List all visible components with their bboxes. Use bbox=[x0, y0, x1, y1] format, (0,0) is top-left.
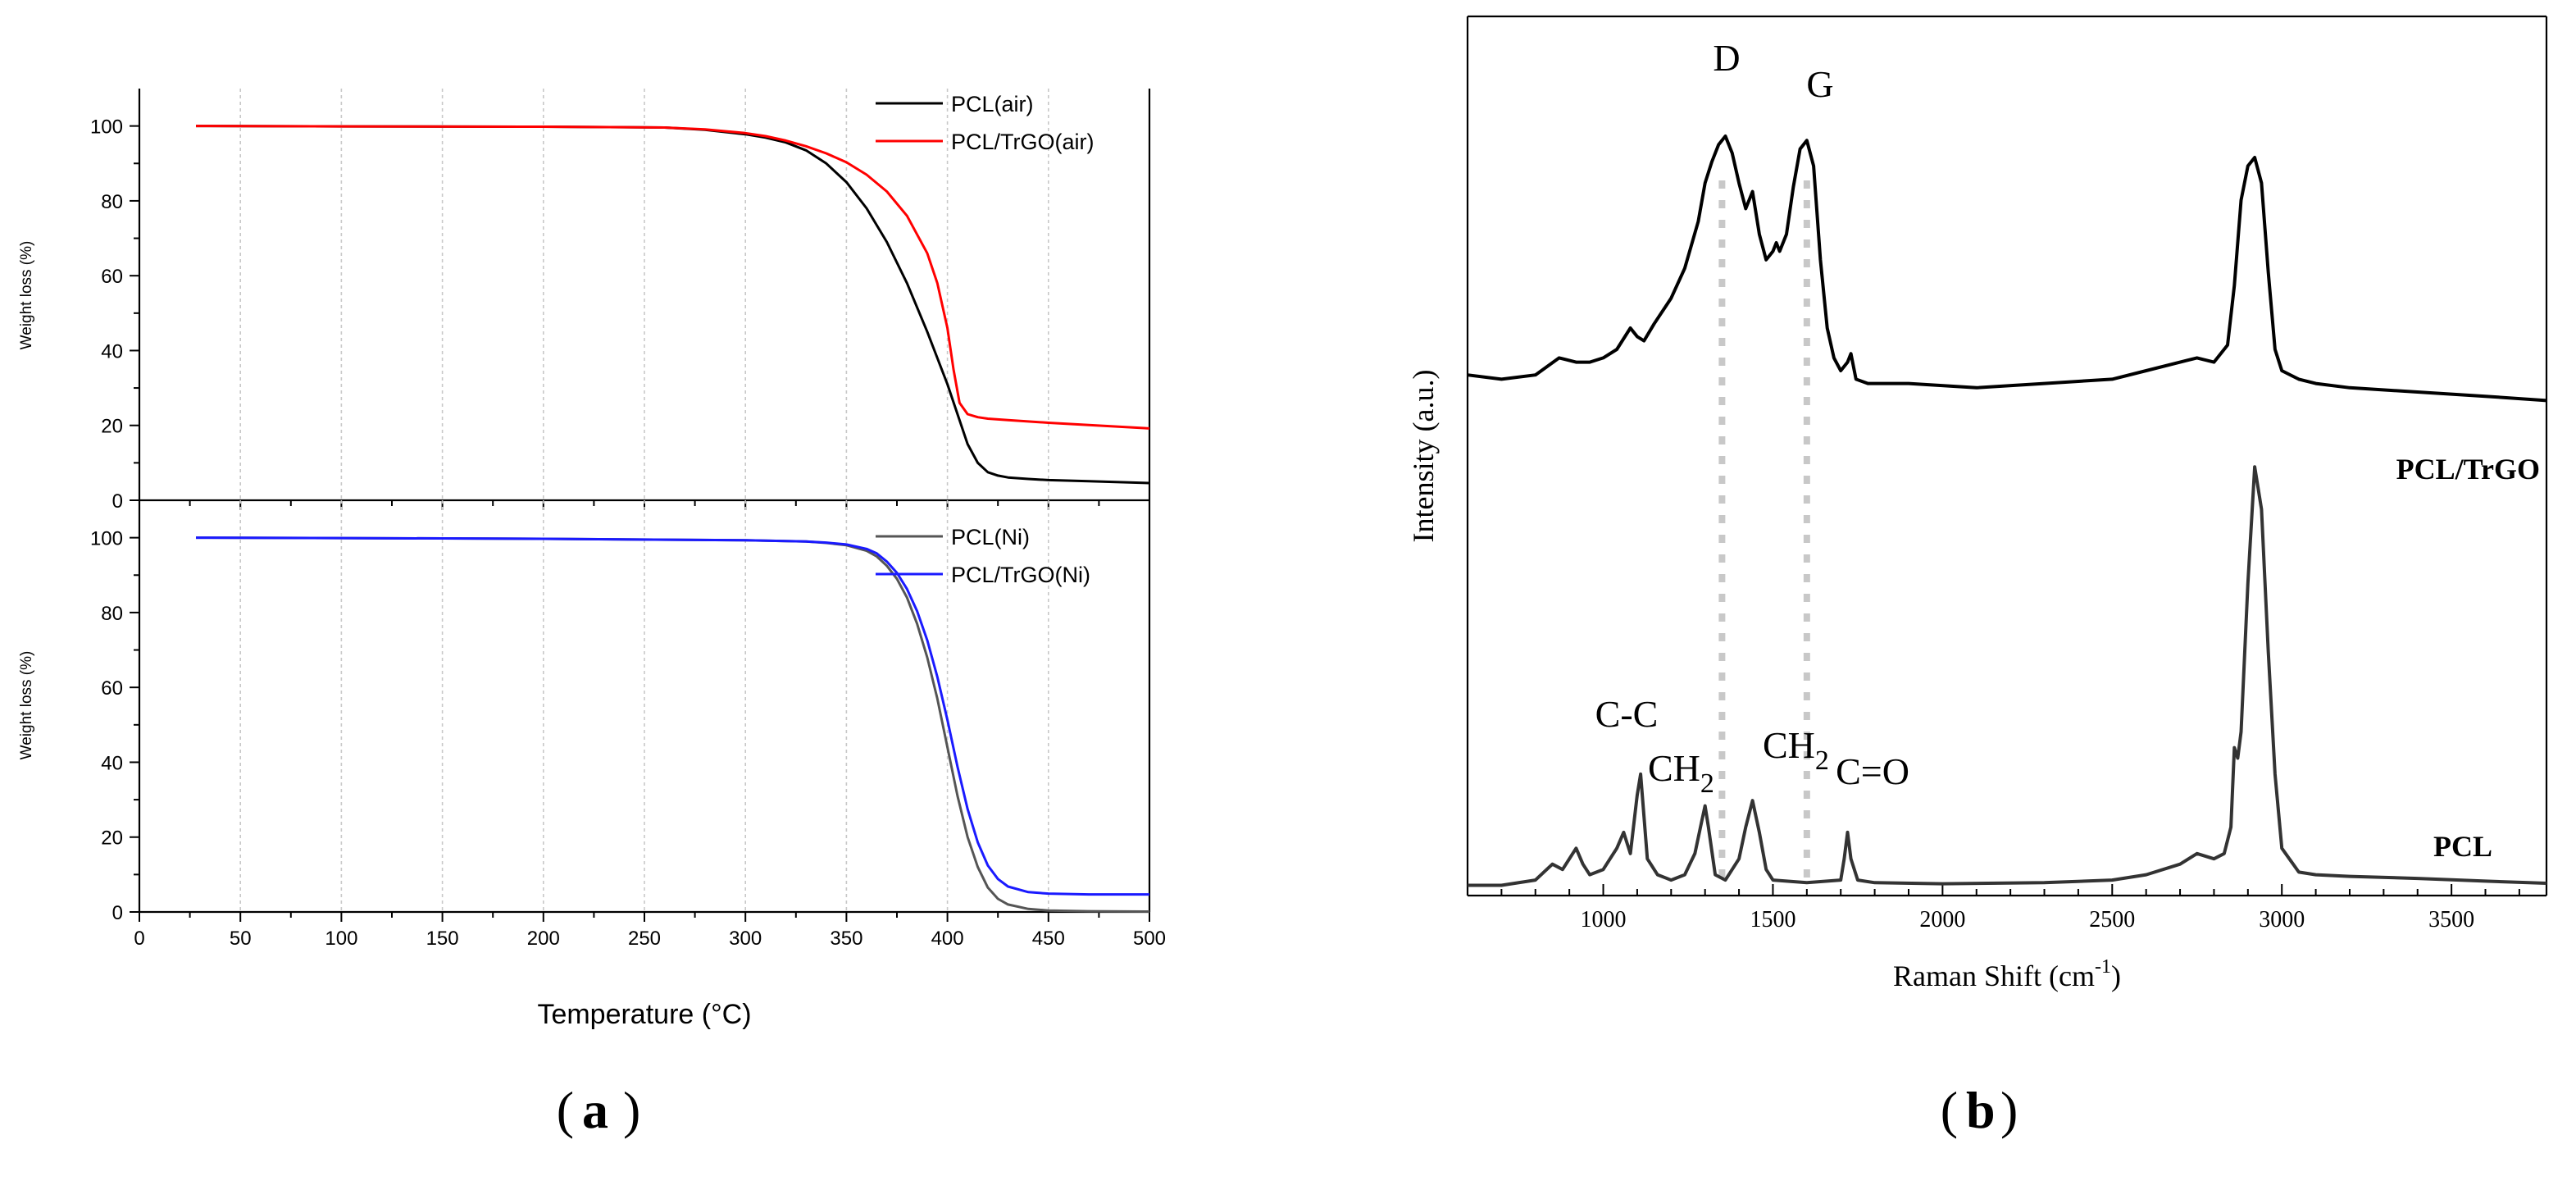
y-tick-label-a-top-20: 20 bbox=[101, 416, 123, 438]
x-tick-label-a-300: 300 bbox=[729, 928, 762, 950]
peak-label-ch2-1-sub: 2 bbox=[1700, 768, 1714, 799]
x-tick-label-a-100: 100 bbox=[325, 928, 357, 950]
panel-label-a-open: ( bbox=[557, 1081, 574, 1139]
y-tick-label-a-bottom-100: 100 bbox=[90, 528, 123, 550]
x-tick-label-a-450: 450 bbox=[1032, 928, 1065, 950]
y-tick-label-a-top-80: 80 bbox=[101, 191, 123, 213]
series-b bbox=[1467, 134, 2547, 887]
x-tick-label-b-3500: 3500 bbox=[2428, 907, 2474, 932]
y-axis-label-a-top: Weight loss (%) bbox=[18, 241, 35, 350]
peak-label-ch2-2-sub: 2 bbox=[1815, 745, 1829, 776]
panel-label-b-letter: b bbox=[1966, 1081, 1996, 1139]
legend-a-bottom: PCL(Ni) PCL/TrGO(Ni) bbox=[876, 525, 1090, 587]
series-label-pcl-trgo: PCL/TrGO bbox=[2396, 453, 2540, 486]
series-line-b-pcl bbox=[1468, 465, 2547, 887]
legend-label-pcl-trgo-ni: PCL/TrGO(Ni) bbox=[951, 563, 1090, 587]
x-tick-label-a-350: 350 bbox=[830, 928, 862, 950]
x-axis-label-b-main: Raman Shift (cm bbox=[1893, 960, 2095, 992]
legend-label-pcl-ni: PCL(Ni) bbox=[951, 525, 1030, 549]
panel-label-b: ( b ) bbox=[1941, 1081, 2018, 1139]
series-a-top bbox=[195, 125, 1150, 485]
peak-label-c-c: C-C bbox=[1595, 693, 1659, 735]
series-line-pcl-ni bbox=[195, 536, 1150, 913]
peak-label-d: D bbox=[1713, 37, 1740, 79]
peak-markers-b bbox=[1718, 180, 1810, 886]
panel-label-b-open: ( bbox=[1941, 1081, 1958, 1139]
grid-a-top bbox=[239, 89, 1049, 500]
y-tick-label-a-bottom-40: 40 bbox=[101, 752, 123, 774]
ticks-a-top: 0 20 40 60 80 100 bbox=[90, 116, 1150, 513]
series-label-pcl: PCL bbox=[2433, 830, 2492, 863]
panel-label-a: ( a ) bbox=[557, 1081, 641, 1139]
x-axis-label-b: Raman Shift (cm-1) bbox=[1893, 956, 2121, 992]
peak-label-ch2-1-main: CH bbox=[1648, 747, 1700, 789]
grid-a-bottom bbox=[239, 500, 1049, 912]
y-tick-label-a-top-0: 0 bbox=[112, 490, 123, 513]
y-tick-label-a-bottom-20: 20 bbox=[101, 827, 123, 850]
y-tick-label-a-bottom-0: 0 bbox=[112, 902, 123, 924]
x-tick-label-a-500: 500 bbox=[1133, 928, 1166, 950]
x-tick-label-b-2000: 2000 bbox=[1919, 907, 1965, 932]
x-tick-label-b-1000: 1000 bbox=[1581, 907, 1627, 932]
series-line-b-pcl-trgo bbox=[1467, 134, 2547, 403]
peak-label-ch2-2-main: CH bbox=[1763, 724, 1815, 766]
y-tick-label-a-top-40: 40 bbox=[101, 340, 123, 362]
peak-label-ch2-1: CH2 bbox=[1648, 747, 1714, 799]
x-tick-label-b-1500: 1500 bbox=[1750, 907, 1795, 932]
y-tick-label-a-bottom-80: 80 bbox=[101, 603, 123, 625]
x-tick-label-b-3000: 3000 bbox=[2259, 907, 2305, 932]
x-axis-label-b-close: ) bbox=[2111, 960, 2121, 992]
subplot-a-bottom: 0 50 100 150 200 250 300 350 400 450 500 0 20 40 60 80 1… bbox=[18, 500, 1166, 1030]
legend-label-pcl-trgo-air: PCL/TrGO(air) bbox=[951, 130, 1095, 154]
x-axis-label-b-sup: -1 bbox=[2095, 956, 2111, 978]
y-axis-label-a-bottom: Weight loss (%) bbox=[18, 651, 35, 760]
peak-label-c-o: C=O bbox=[1836, 750, 1909, 792]
x-tick-label-a-50: 50 bbox=[230, 928, 252, 950]
subplot-a-top: 0 20 40 60 80 100 Weight loss (%) PCL(air) PC… bbox=[18, 89, 1151, 513]
x-tick-label-a-0: 0 bbox=[134, 928, 144, 950]
x-tick-label-a-150: 150 bbox=[426, 928, 459, 950]
ticks-a-bottom: 0 50 100 150 200 250 300 350 400 450 500 0 20 40 60 80 1… bbox=[90, 528, 1166, 950]
y-axis-label-b: Intensity (a.u.) bbox=[1407, 370, 1440, 543]
panel-b: 1000 1500 2000 2500 3000 3500 Intensity (a.u.… bbox=[1407, 15, 2548, 1139]
panel-label-a-close: ) bbox=[623, 1081, 640, 1139]
panel-label-a-letter: a bbox=[582, 1081, 608, 1139]
x-tick-label-a-250: 250 bbox=[628, 928, 661, 950]
series-a-bottom bbox=[195, 536, 1150, 913]
x-tick-label-b-2500: 2500 bbox=[2089, 907, 2135, 932]
legend-label-pcl-air: PCL(air) bbox=[951, 92, 1034, 116]
x-tick-label-a-400: 400 bbox=[931, 928, 964, 950]
x-axis-label-a: Temperature (°C) bbox=[537, 999, 751, 1030]
series-line-pcl-trgo-ni bbox=[195, 536, 1149, 896]
y-tick-label-a-top-100: 100 bbox=[90, 116, 123, 139]
panel-a: 0 20 40 60 80 100 Weight loss (%) PCL(air) PC… bbox=[18, 89, 1166, 1139]
y-tick-label-a-bottom-60: 60 bbox=[101, 677, 123, 700]
panel-label-b-close: ) bbox=[2000, 1081, 2018, 1139]
peak-label-g: G bbox=[1806, 63, 1833, 105]
ticks-b: 1000 1500 2000 2500 3000 3500 bbox=[1500, 884, 2520, 932]
legend-a-top: PCL(air) PCL/TrGO(air) bbox=[876, 92, 1095, 154]
series-line-pcl-air bbox=[195, 125, 1150, 485]
series-line-pcl-trgo-air bbox=[195, 125, 1150, 430]
peak-label-ch2-2: CH2 bbox=[1763, 724, 1829, 776]
x-tick-label-a-200: 200 bbox=[527, 928, 560, 950]
y-tick-label-a-top-60: 60 bbox=[101, 266, 123, 288]
